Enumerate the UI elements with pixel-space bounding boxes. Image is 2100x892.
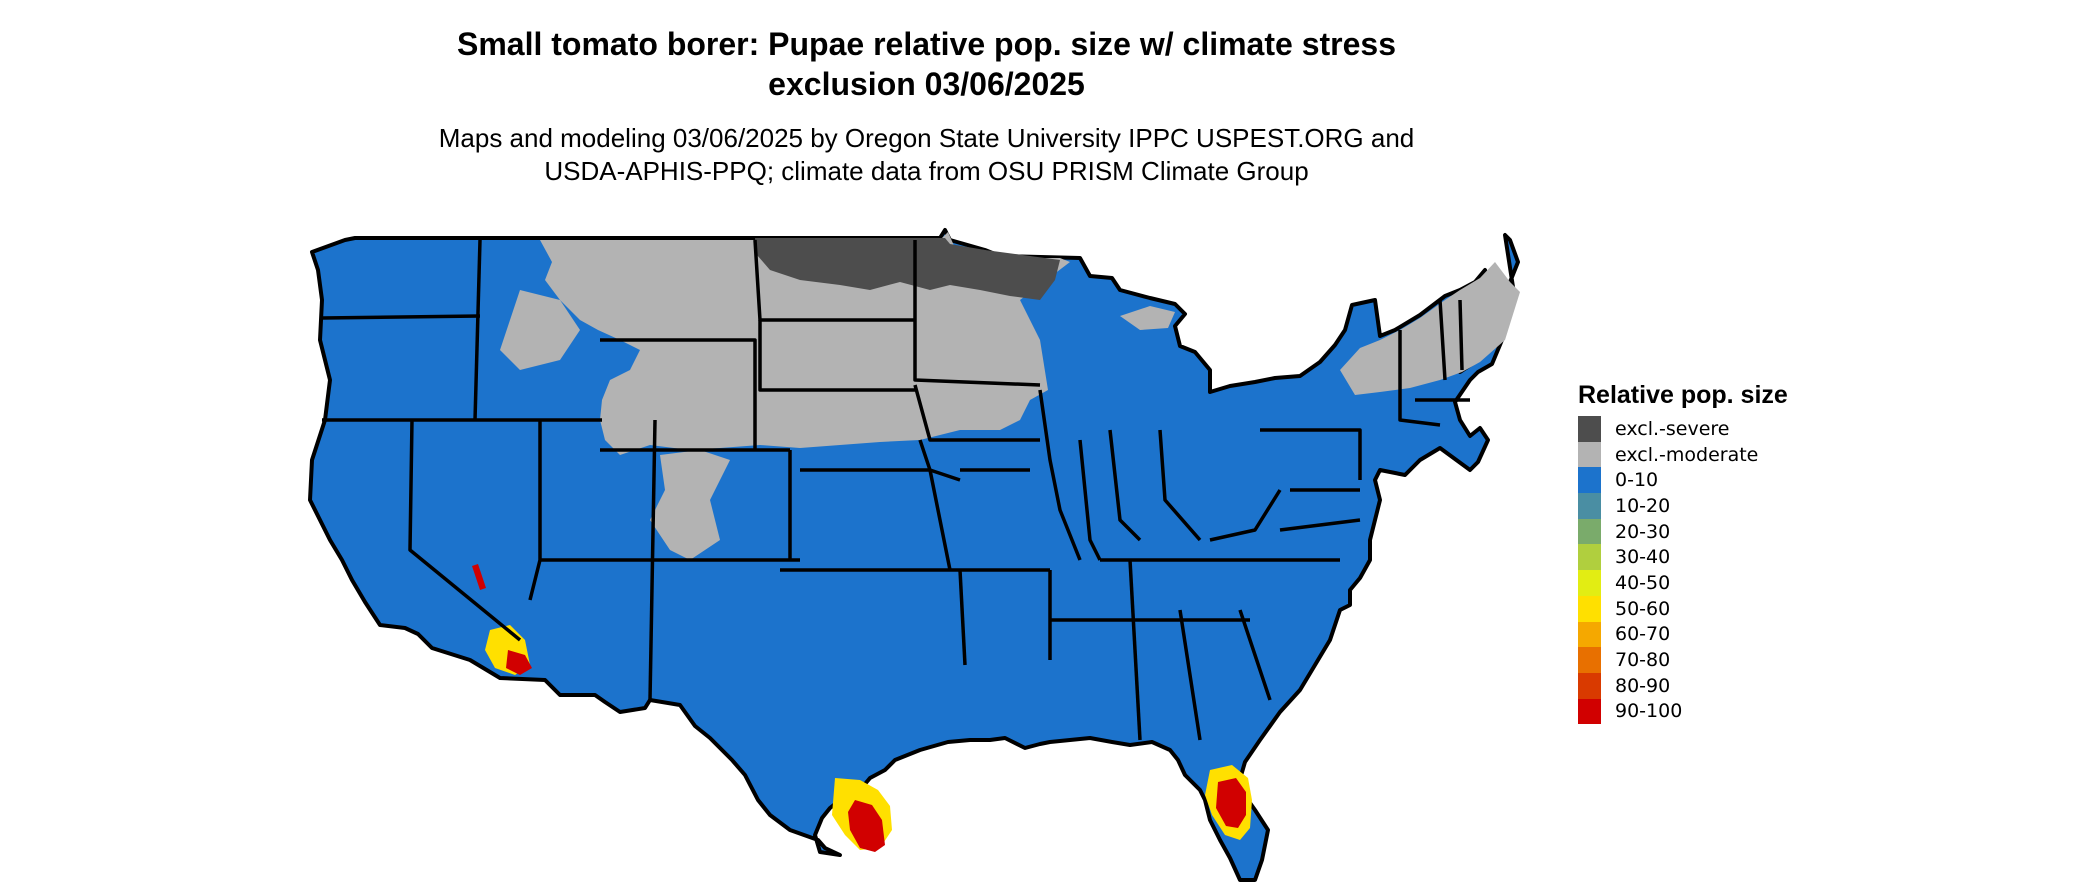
legend-item-30-40: 30-40 bbox=[1578, 544, 1788, 571]
legend-label: 0-10 bbox=[1615, 469, 1659, 492]
title-line-1: Small tomato borer: Pupae relative pop. … bbox=[457, 26, 1396, 62]
legend-item-60-70: 60-70 bbox=[1578, 621, 1788, 648]
legend-label: 50-60 bbox=[1615, 597, 1671, 620]
legend-item-excl-moderate: excl.-moderate bbox=[1578, 441, 1788, 468]
texas-red bbox=[848, 800, 885, 852]
florida-red bbox=[1216, 778, 1246, 828]
california-red-strip bbox=[472, 564, 486, 590]
legend-items: excl.-severe excl.-moderate 0-10 10-20 2… bbox=[1578, 416, 1788, 725]
legend-swatch bbox=[1578, 621, 1601, 648]
legend-swatch bbox=[1578, 416, 1601, 442]
legend-item-90-100: 90-100 bbox=[1578, 698, 1788, 725]
legend: Relative pop. size excl.-severe excl.-mo… bbox=[1578, 380, 1788, 725]
legend-swatch bbox=[1578, 570, 1601, 596]
legend-title: Relative pop. size bbox=[1578, 381, 1788, 409]
map-subtitle: Maps and modeling 03/06/2025 by Oregon S… bbox=[0, 122, 1853, 188]
legend-label: 10-20 bbox=[1615, 494, 1671, 517]
legend-label: 90-100 bbox=[1615, 700, 1683, 723]
legend-label: 80-90 bbox=[1615, 674, 1671, 697]
legend-label: 70-80 bbox=[1615, 649, 1671, 672]
severe-exclusion-north bbox=[755, 238, 1060, 300]
legend-item-excl-severe: excl.-severe bbox=[1578, 416, 1788, 442]
moderate-exclusion-rockies bbox=[650, 450, 730, 560]
legend-label: 60-70 bbox=[1615, 623, 1671, 646]
legend-label: excl.-severe bbox=[1615, 417, 1730, 440]
legend-swatch bbox=[1578, 518, 1601, 545]
moderate-exclusion-michigan-north bbox=[1120, 306, 1175, 330]
legend-item-40-50: 40-50 bbox=[1578, 570, 1788, 596]
legend-swatch bbox=[1578, 467, 1601, 494]
california-red bbox=[506, 650, 532, 675]
legend-swatch bbox=[1578, 672, 1601, 699]
subtitle-line-2: USDA-APHIS-PPQ; climate data from OSU PR… bbox=[544, 156, 1309, 186]
legend-label: excl.-moderate bbox=[1615, 443, 1759, 466]
moderate-exclusion-idaho bbox=[500, 290, 580, 370]
legend-swatch bbox=[1578, 698, 1601, 725]
legend-label: 40-50 bbox=[1615, 571, 1671, 594]
legend-item-70-80: 70-80 bbox=[1578, 647, 1788, 673]
legend-item-10-20: 10-20 bbox=[1578, 493, 1788, 519]
legend-swatch bbox=[1578, 544, 1601, 571]
moderate-exclusion-northeast bbox=[1340, 262, 1520, 395]
map-title: Small tomato borer: Pupae relative pop. … bbox=[0, 24, 1853, 104]
title-line-2: exclusion 03/06/2025 bbox=[768, 66, 1085, 102]
legend-swatch bbox=[1578, 493, 1601, 519]
legend-label: 20-30 bbox=[1615, 520, 1671, 543]
legend-swatch bbox=[1578, 647, 1601, 673]
legend-swatch bbox=[1578, 441, 1601, 468]
legend-item-20-30: 20-30 bbox=[1578, 518, 1788, 545]
legend-item-50-60: 50-60 bbox=[1578, 595, 1788, 622]
legend-label: 30-40 bbox=[1615, 546, 1671, 569]
legend-swatch bbox=[1578, 595, 1601, 622]
state-boundaries bbox=[321, 239, 1470, 741]
subtitle-line-1: Maps and modeling 03/06/2025 by Oregon S… bbox=[438, 123, 1415, 153]
legend-item-80-90: 80-90 bbox=[1578, 672, 1788, 699]
legend-item-0-10: 0-10 bbox=[1578, 467, 1788, 494]
